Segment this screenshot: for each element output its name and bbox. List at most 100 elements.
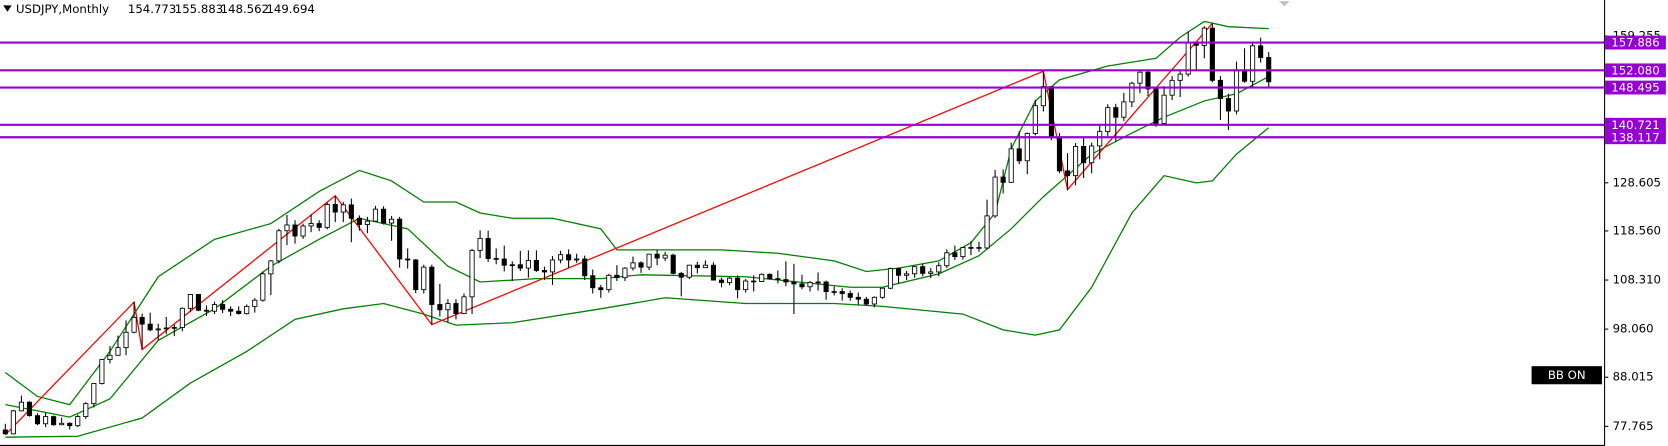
- candle-body: [1000, 176, 1006, 183]
- y-tick-label: 108.310: [1613, 273, 1661, 287]
- indicator-line: [5, 127, 1270, 438]
- level-label-box: [1605, 63, 1666, 78]
- candle-body: [984, 215, 990, 249]
- candle-body: [107, 354, 113, 361]
- candle-body: [421, 266, 427, 291]
- candle-body: [1121, 101, 1127, 118]
- candle-body: [1097, 131, 1103, 147]
- candle-body: [694, 264, 700, 269]
- candle-body: [276, 230, 282, 262]
- y-tick-label: 77.765: [1613, 419, 1654, 433]
- candle-body: [622, 267, 628, 279]
- candle-body: [211, 304, 218, 312]
- candle-body: [968, 247, 974, 249]
- candle-body: [75, 416, 81, 427]
- shift-marker: [1278, 1, 1290, 7]
- candle-body: [1056, 136, 1063, 172]
- y-tick-label: 128.605: [1613, 175, 1661, 189]
- candle-body: [284, 224, 290, 232]
- candle-body: [847, 293, 853, 298]
- candle-body: [43, 416, 49, 425]
- candle-body: [525, 260, 531, 269]
- candle-body: [1024, 133, 1030, 162]
- candle-body: [807, 282, 813, 288]
- candle-body: [606, 274, 612, 291]
- candle-body: [863, 298, 869, 305]
- candle-body: [195, 294, 202, 311]
- candle-body: [799, 283, 805, 288]
- candle-body: [1241, 70, 1248, 82]
- candle-body: [340, 204, 346, 213]
- candle-body: [316, 223, 322, 228]
- candle-body: [469, 249, 475, 298]
- badge-box[interactable]: [1531, 366, 1602, 385]
- candle-body: [477, 237, 483, 251]
- candle-body: [187, 294, 193, 309]
- candle-body: [879, 287, 885, 298]
- candle-body: [139, 317, 145, 325]
- candle-body: [372, 208, 379, 222]
- candle-body: [509, 264, 515, 267]
- level-label: 152.080: [1611, 63, 1659, 77]
- candle-body: [67, 422, 73, 427]
- candle-body: [678, 272, 684, 278]
- level-label: 140.721: [1611, 118, 1659, 132]
- candle-body: [83, 403, 89, 418]
- candle-body: [18, 401, 24, 412]
- candle-body: [1233, 70, 1240, 112]
- candle-body: [324, 203, 330, 228]
- candle-body: [252, 299, 258, 307]
- y-tick-label: 98.060: [1613, 322, 1654, 336]
- candle-body: [791, 281, 797, 285]
- header-high: 155.883: [175, 2, 223, 16]
- candle-body: [976, 247, 982, 249]
- candle-body: [952, 252, 958, 258]
- candle-body: [549, 259, 556, 273]
- candle-body: [1089, 145, 1095, 164]
- candle-body: [1217, 79, 1223, 99]
- level-label-box: [1605, 117, 1666, 132]
- candle-body: [453, 303, 459, 315]
- level-label-box: [1605, 35, 1666, 50]
- candle-body: [397, 218, 403, 260]
- candle-body: [662, 254, 668, 259]
- badge-text[interactable]: BB ON: [1548, 368, 1586, 382]
- candle-body: [244, 305, 250, 315]
- candle-body: [348, 204, 354, 219]
- candle-body: [1129, 82, 1135, 103]
- candle-body: [912, 266, 918, 275]
- candle-body: [292, 224, 298, 237]
- candle-body: [598, 287, 604, 291]
- candle-body: [123, 331, 129, 349]
- candle-body: [887, 268, 894, 289]
- candle-body: [1081, 146, 1087, 164]
- candle-body: [163, 327, 169, 330]
- candle-body: [831, 291, 837, 293]
- candle-body: [493, 258, 499, 260]
- candle-body: [686, 264, 692, 278]
- candle-body: [702, 264, 708, 269]
- header-close: 149.694: [266, 2, 314, 16]
- candle-body: [26, 401, 33, 417]
- candle-body: [203, 309, 210, 312]
- candle-body: [260, 273, 266, 301]
- candle-body: [155, 328, 161, 331]
- candle-body: [839, 291, 845, 294]
- candle-body: [1258, 45, 1264, 58]
- candle-body: [268, 260, 274, 275]
- candle-body: [51, 416, 57, 426]
- candle-body: [743, 280, 749, 291]
- candle-body: [1016, 148, 1022, 162]
- candle-body: [533, 260, 539, 271]
- plot-area: [2, 20, 1272, 438]
- candle-body: [380, 208, 387, 224]
- candle-body: [1225, 98, 1232, 112]
- candle-body: [1137, 71, 1143, 84]
- candle-body: [936, 265, 942, 273]
- menu-triangle[interactable]: [3, 5, 12, 12]
- candle-body: [99, 359, 105, 384]
- level-label: 138.117: [1611, 130, 1659, 144]
- candle-body: [1113, 107, 1119, 118]
